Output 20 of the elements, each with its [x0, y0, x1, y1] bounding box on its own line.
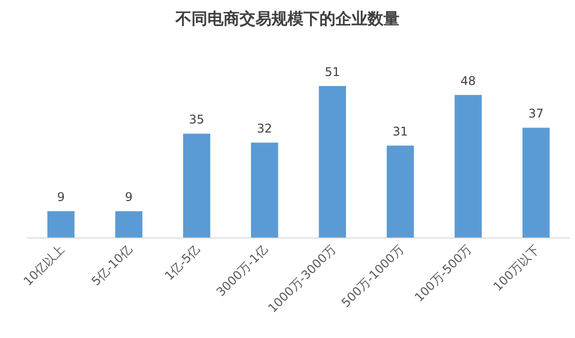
- data-label: 35: [189, 112, 204, 127]
- data-label: 9: [124, 190, 133, 204]
- data-label: 31: [392, 124, 408, 139]
- chart-title: 不同电商交易规模下的企业数量: [174, 9, 400, 28]
- data-label: 9: [57, 190, 65, 204]
- bar: [454, 94, 482, 238]
- x-tick-label: 1亿-5亿: [162, 242, 203, 283]
- bar: [47, 211, 75, 238]
- bar: [115, 211, 142, 238]
- x-tick-label: 10亿以上: [20, 242, 68, 288]
- bar: [183, 134, 210, 238]
- data-label: 48: [460, 74, 476, 88]
- bar: [522, 128, 550, 238]
- bar: [250, 142, 278, 238]
- data-label: 37: [528, 106, 544, 121]
- bar: [386, 146, 414, 238]
- x-tick-label: 5亿-10亿: [88, 242, 135, 288]
- data-label: 51: [324, 65, 340, 79]
- bar: [318, 86, 346, 238]
- data-label: 32: [256, 122, 272, 136]
